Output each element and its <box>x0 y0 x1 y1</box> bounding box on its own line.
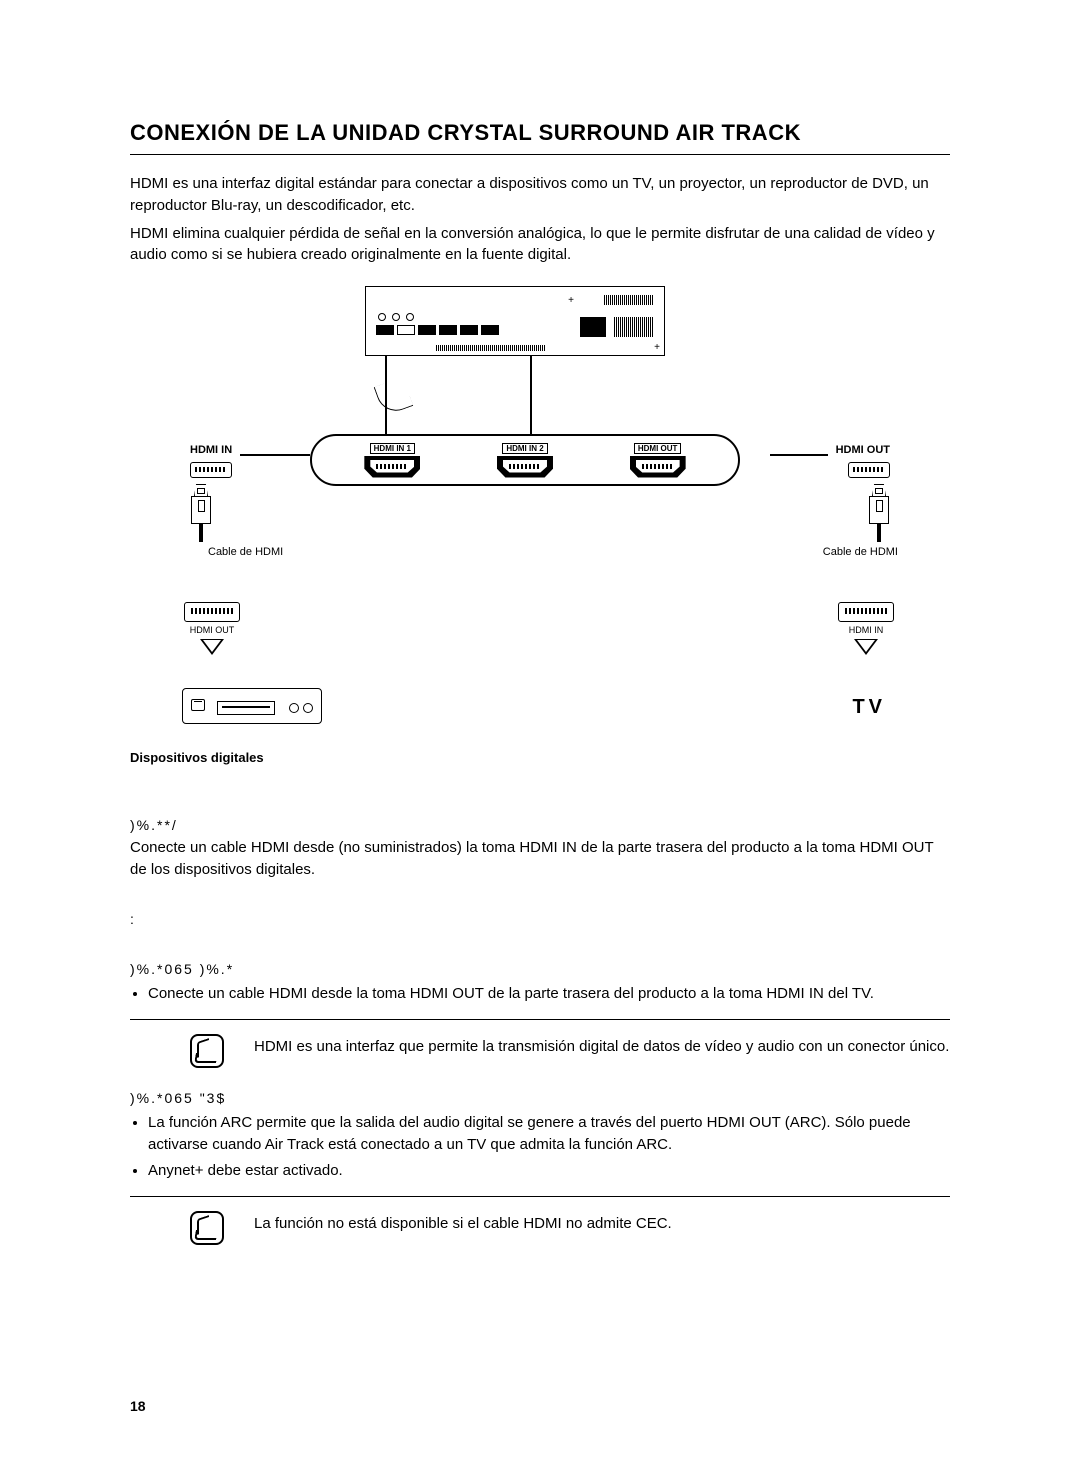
hdmi-socket-icon <box>838 602 894 622</box>
hdmi-plug-icon <box>190 484 212 542</box>
note-icon <box>190 1034 224 1068</box>
list-item: Conecte un cable HDMI desde la toma HDMI… <box>148 983 950 1005</box>
hdmi-port-panel-icon: HDMI IN 1 HDMI IN 2 HDMI OUT <box>310 434 740 486</box>
connection-diagram: + + HDMI IN 1 HDMI IN 2 HDMI OUT <box>190 286 890 736</box>
digital-device-icon <box>182 688 322 724</box>
intro-block: HDMI es una interfaz digital estándar pa… <box>130 173 950 266</box>
tv-label: TV <box>852 696 886 719</box>
hdmi-in-label: HDMI IN <box>190 444 232 456</box>
page-number: 18 <box>130 1398 146 1414</box>
list-item: Anynet+ debe estar activado. <box>148 1160 950 1182</box>
page-title: CONEXIÓN DE LA UNIDAD CRYSTAL SURROUND A… <box>130 120 950 155</box>
section-head-2: )%.*065 )%.* <box>130 959 950 979</box>
note-block-2: La función no está disponible si el cabl… <box>130 1196 950 1245</box>
hdmi-in1-port-icon: HDMI IN 1 <box>364 443 420 478</box>
diagram-line <box>770 454 828 456</box>
note-text-2: La función no está disponible si el cabl… <box>254 1211 672 1234</box>
hdmi-out-label: HDMI OUT <box>836 444 890 456</box>
cable-label-right: Cable de HDMI <box>823 546 898 558</box>
diagram-line <box>530 356 532 436</box>
intro-p1: HDMI es una interfaz digital estándar pa… <box>130 173 950 217</box>
port-label: HDMI OUT <box>634 443 682 454</box>
port-label: HDMI IN 1 <box>370 443 415 454</box>
section-3-list: La función ARC permite que la salida del… <box>130 1112 950 1181</box>
section-head-3: )%.*065 "3$ <box>130 1088 950 1108</box>
hdmi-plug-icon <box>868 484 890 542</box>
orphan-colon: : <box>130 909 950 929</box>
section-body-1: Conecte un cable HDMI desde (no suminist… <box>130 837 950 881</box>
note-icon <box>190 1211 224 1245</box>
cable-label-left: Cable de HDMI <box>208 546 283 558</box>
note-block-1: HDMI es una interfaz que permite la tran… <box>130 1019 950 1068</box>
hdmi-socket-icon <box>190 462 232 478</box>
arrow-down-icon <box>854 639 878 655</box>
hdmi-socket-icon <box>184 602 240 622</box>
section-head-1: )%.**/ <box>130 815 950 835</box>
diagram-line <box>240 454 310 456</box>
hdmi-in-dest-label: HDMI IN <box>849 625 884 635</box>
hdmi-out-port-icon: HDMI OUT <box>630 443 686 478</box>
note-text-1: HDMI es una interfaz que permite la tran… <box>254 1034 949 1057</box>
manual-page: CONEXIÓN DE LA UNIDAD CRYSTAL SURROUND A… <box>0 0 1080 1474</box>
list-item: La función ARC permite que la salida del… <box>148 1112 950 1156</box>
hdmi-out-dest-label: HDMI OUT <box>190 625 235 635</box>
intro-p2: HDMI elimina cualquier pérdida de señal … <box>130 223 950 267</box>
arrow-down-icon <box>200 639 224 655</box>
soundbar-rear-icon: + + <box>365 286 665 356</box>
diagram-hook <box>374 377 414 417</box>
section-2-list: Conecte un cable HDMI desde la toma HDMI… <box>130 983 950 1005</box>
section-hdmi-in: )%.**/ Conecte un cable HDMI desde (no s… <box>130 815 950 1245</box>
hdmi-socket-icon <box>848 462 890 478</box>
port-label: HDMI IN 2 <box>502 443 547 454</box>
hdmi-in2-port-icon: HDMI IN 2 <box>497 443 553 478</box>
diagram-caption: Dispositivos digitales <box>130 750 950 765</box>
